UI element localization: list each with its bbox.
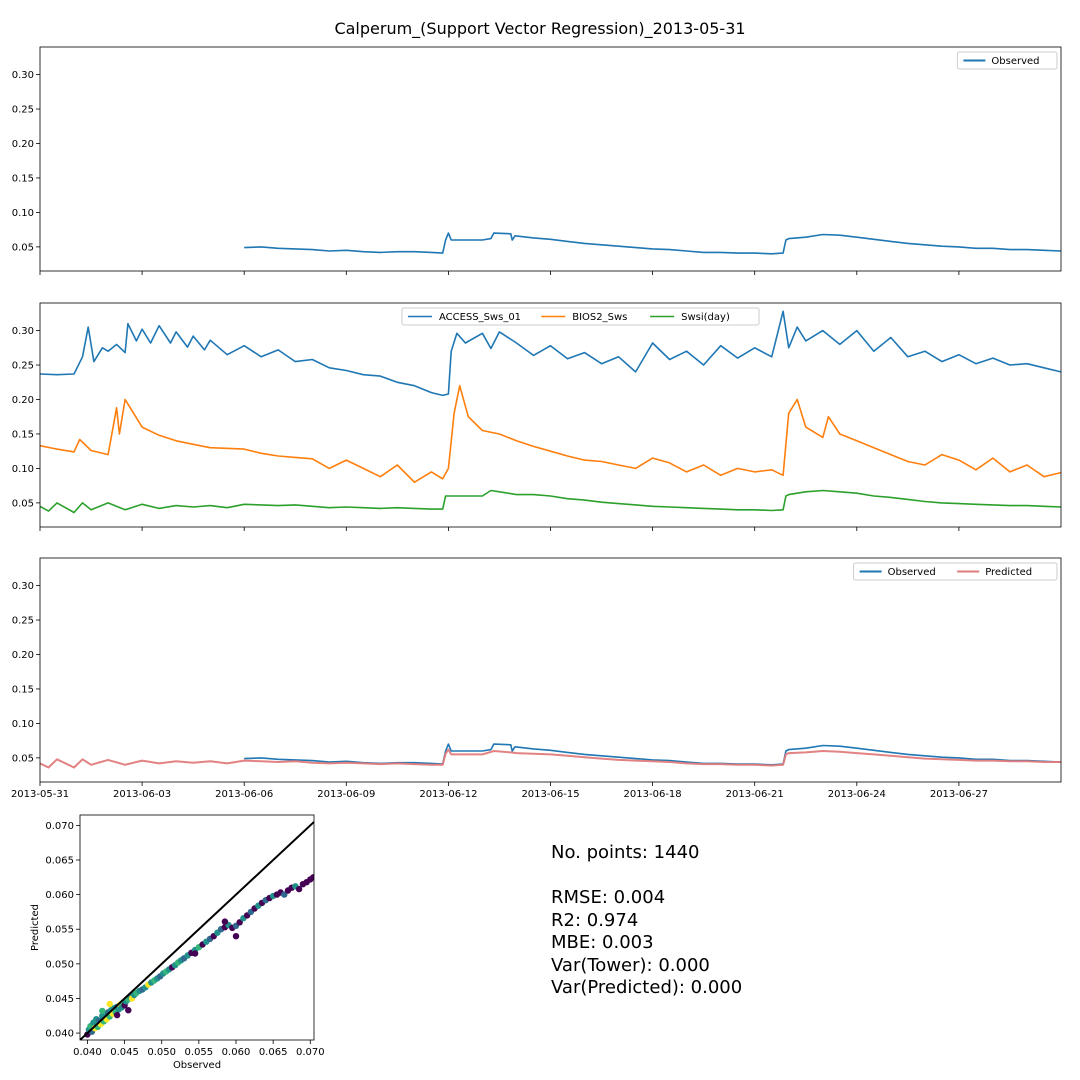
scatter-point — [310, 874, 314, 881]
x-tick-label: 0.060 — [222, 1047, 251, 1058]
legend: ACCESS_Sws_01 BIOS2_Sws Swsi(day) — [401, 307, 760, 326]
scatter-point — [295, 885, 303, 893]
x-tick-label: 2013-06-21 — [726, 789, 784, 800]
x-tick-label: 2013-06-09 — [317, 789, 375, 800]
x-tick-label: 2013-06-24 — [828, 789, 886, 800]
x-tick-label: 2013-06-06 — [215, 789, 273, 800]
y-tick-label: 0.10 — [12, 208, 34, 219]
stat-rmse: RMSE: 0.004 — [551, 887, 666, 908]
scatter-point — [232, 933, 240, 940]
x-tick-label: 2013-06-18 — [624, 789, 682, 800]
y-tick-label: 0.20 — [12, 139, 34, 150]
legend-label: Observed — [991, 56, 1039, 67]
x-tick-label: 2013-06-12 — [419, 789, 477, 800]
axes-frame — [79, 814, 315, 1041]
stat-var-tower: Var(Tower): 0.000 — [551, 954, 710, 976]
y-tick-label: 0.30 — [12, 581, 34, 592]
scatter-point — [191, 950, 199, 957]
panel-scatter-observed-predicted: 0.040 0.045 0.050 0.055 0.060 0.065 0.070 0.040… — [30, 814, 325, 1071]
scatter-point — [113, 1011, 121, 1019]
axes-frame — [39, 557, 1062, 783]
legend-box — [401, 307, 760, 326]
stat-mbe: MBE: 0.003 — [551, 932, 654, 953]
y-tick-label: 0.045 — [45, 994, 74, 1005]
stats-block: No. points: 1440 RMSE: 0.004 R2: 0.974 M… — [551, 842, 742, 1000]
y-tick-label: 0.20 — [12, 395, 34, 406]
series-line-swsi-day- — [40, 489, 1061, 514]
x-tick-label: 0.045 — [110, 1047, 139, 1058]
axes-frame — [39, 46, 1062, 272]
legend-label: Observed — [888, 567, 936, 578]
one-to-one-line — [80, 821, 314, 1040]
y-tick-label: 0.070 — [45, 821, 74, 832]
x-tick-label: 0.070 — [296, 1047, 325, 1058]
stat-spacer — [551, 865, 742, 888]
series-line-predicted — [40, 748, 1061, 769]
y-tick-label: 0.055 — [45, 925, 74, 936]
scatter-point — [125, 1007, 132, 1014]
legend-label: BIOS2_Sws — [572, 312, 627, 323]
y-tick-label: 0.25 — [12, 361, 34, 372]
y-tick-label: 0.30 — [12, 326, 34, 337]
series-line-bios2-sws — [40, 384, 1061, 483]
x-tick-label: 0.055 — [185, 1047, 214, 1058]
y-tick-label: 0.05 — [12, 242, 34, 253]
legend: Observed — [956, 51, 1058, 70]
legend-label: Swsi(day) — [681, 312, 730, 323]
stat-r2: R2: 0.974 — [551, 909, 639, 931]
scatter-point — [106, 1000, 113, 1008]
x-tick-label: 0.050 — [147, 1047, 176, 1058]
series-group — [40, 310, 1061, 514]
scatter-point — [281, 891, 288, 898]
series-line-observed — [244, 232, 1061, 255]
scatter-point — [221, 918, 229, 925]
y-tick-label: 0.15 — [12, 173, 34, 184]
y-tick-label: 0.15 — [12, 684, 34, 695]
y-tick-label: 0.15 — [12, 429, 34, 440]
legend-box — [853, 562, 1058, 581]
y-tick-label: 0.05 — [12, 753, 34, 764]
legend-label: Predicted — [985, 567, 1032, 578]
x-tick-label: 0.065 — [259, 1047, 288, 1058]
y-tick-label: 0.10 — [12, 464, 34, 475]
scatter-point — [99, 1007, 106, 1015]
y-tick-label: 0.050 — [45, 959, 74, 970]
x-tick-label: 2013-06-15 — [521, 789, 579, 800]
y-tick-label: 0.040 — [45, 1029, 74, 1040]
legend-label: ACCESS_Sws_01 — [439, 312, 521, 323]
x-tick-label: 2013-06-27 — [930, 789, 988, 800]
x-tick-label: 2013-05-31 — [11, 789, 69, 800]
series-line-access-sws-01 — [40, 310, 1061, 397]
stat-n-points: No. points: 1440 — [551, 842, 700, 863]
y-tick-label: 0.20 — [12, 650, 34, 661]
figure-title: Calperum_(Support Vector Regression)_201… — [334, 19, 745, 39]
series-group — [40, 743, 1061, 769]
stat-var-predicted: Var(Predicted): 0.000 — [551, 977, 743, 998]
panel-middle-model-inputs: 0.05 0.10 0.15 0.20 0.25 0.30 ACCESS_Sws_01 BIO… — [12, 302, 1062, 531]
series-group — [244, 232, 1061, 255]
x-tick-label: 2013-06-03 — [113, 789, 171, 800]
scatter-point — [236, 919, 243, 926]
y-tick-label: 0.065 — [45, 856, 74, 867]
x-tick-label: 0.040 — [73, 1047, 102, 1058]
y-tick-label: 0.25 — [12, 616, 34, 627]
scatter-points — [80, 821, 314, 1040]
y-tick-label: 0.30 — [12, 70, 34, 81]
legend: Observed Predicted — [853, 562, 1058, 581]
x-axis-label: Observed — [173, 1060, 221, 1071]
panel-bottom-observed-vs-predicted: 0.05 0.10 0.15 0.20 0.25 0.30 2013-05-31 2013-0… — [11, 557, 1062, 800]
panel-top-observed: 0.05 0.10 0.15 0.20 0.25 0.30 Observed — [12, 46, 1062, 275]
y-tick-label: 0.25 — [12, 105, 34, 116]
y-tick-label: 0.10 — [12, 719, 34, 730]
legend-box — [956, 51, 1058, 70]
y-axis-label: Predicted — [30, 904, 41, 951]
y-tick-label: 0.05 — [12, 498, 34, 509]
y-tick-label: 0.060 — [45, 890, 74, 901]
